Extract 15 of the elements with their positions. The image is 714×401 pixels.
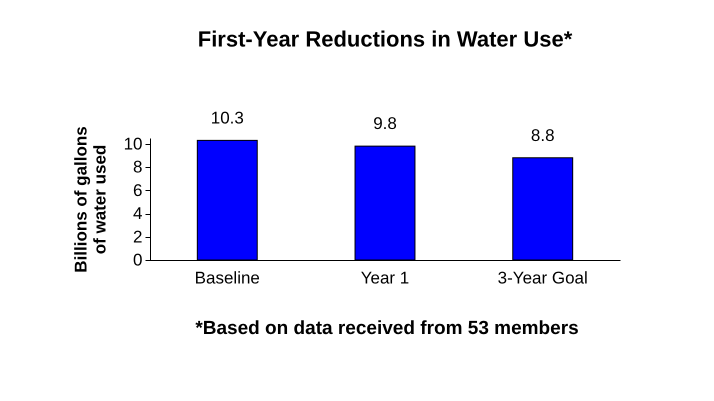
data-label: 9.8 (373, 114, 397, 134)
y-axis-title: Billions of gallons of water used (72, 126, 110, 273)
x-tick-label: Year 1 (360, 268, 410, 288)
data-label: 10.3 (210, 108, 244, 128)
x-tick-label: Baseline (194, 268, 260, 288)
y-tick-label: 6 (133, 180, 142, 200)
chart-title: First-Year Reductions in Water Use* (198, 26, 573, 52)
y-tick-label: 4 (133, 204, 142, 224)
text: *Based on data received from 53 members (194, 318, 580, 340)
y-tick-label: 2 (133, 227, 142, 246)
data-label: 8.8 (530, 126, 555, 145)
y-tick-label: 8 (133, 158, 142, 177)
y-tick-label: 0 (133, 250, 142, 270)
x-tick-label: 3-Year Goal (498, 268, 588, 288)
y-tick-label: 10 (124, 134, 142, 154)
